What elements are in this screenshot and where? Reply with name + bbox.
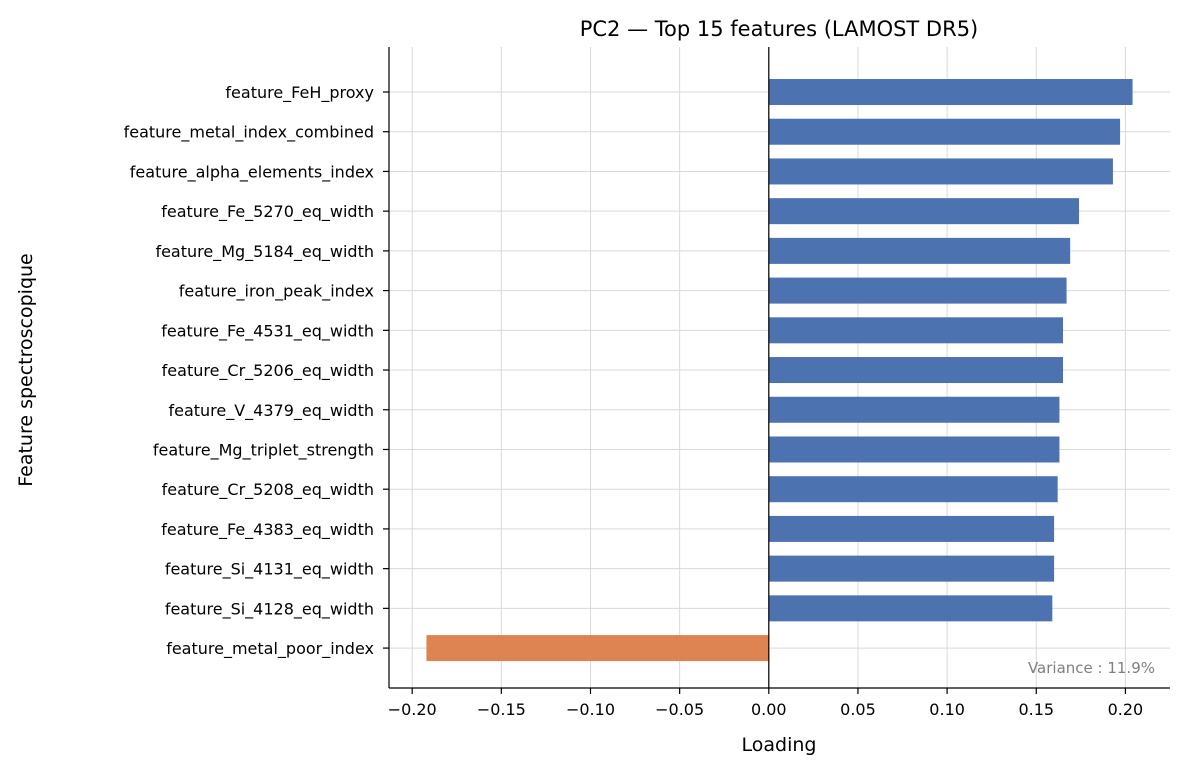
bar-feature-alpha-elements-index [768, 158, 1113, 185]
x-axis-label: Loading [742, 734, 817, 756]
y-axis-label: Feature spectroscopique [15, 253, 37, 487]
y-tick-label: feature_Mg_5184_eq_width [155, 242, 374, 262]
bar-feature-si-4131-eq-width [768, 555, 1055, 582]
y-tick-label: feature_Cr_5206_eq_width [162, 361, 374, 381]
bar-feature-metal-index-combined [768, 118, 1121, 145]
y-tick-label: feature_metal_index_combined [124, 123, 374, 143]
x-tick-label: 0.20 [1108, 700, 1144, 719]
y-tick-label: feature_Fe_4383_eq_width [161, 520, 374, 540]
bar-feature-cr-5208-eq-width [768, 476, 1058, 503]
y-tick-label: feature_Fe_4531_eq_width [161, 321, 374, 341]
y-tick-label: feature_FeH_proxy [225, 83, 374, 103]
bar-feature-iron-peak-index [768, 277, 1067, 304]
y-axis-ticks: feature_FeH_proxy feature_metal_index_com… [124, 83, 389, 659]
y-tick-label: feature_alpha_elements_index [130, 162, 374, 182]
bar-feature-fe-4383-eq-width [768, 515, 1055, 542]
x-tick-label: 0.00 [751, 700, 787, 719]
y-tick-label: feature_Fe_5270_eq_width [161, 202, 374, 222]
x-tick-label: −0.10 [566, 700, 615, 719]
y-tick-label: feature_iron_peak_index [179, 282, 374, 302]
bars [426, 79, 1133, 662]
y-tick-label: feature_Si_4131_eq_width [165, 560, 374, 580]
y-tick-label: feature_Cr_5208_eq_width [162, 480, 374, 500]
bar-feature-cr-5206-eq-width [768, 357, 1064, 384]
y-tick-label: feature_Si_4128_eq_width [165, 599, 374, 619]
x-tick-label: −0.15 [477, 700, 526, 719]
y-tick-label: feature_Mg_triplet_strength [153, 440, 374, 460]
bar-feature-mg-5184-eq-width [768, 237, 1071, 264]
bar-feature-si-4128-eq-width [768, 595, 1053, 622]
bar-feature-metal-poor-index [426, 635, 769, 662]
chart-title: PC2 — Top 15 features (LAMOST DR5) [580, 17, 979, 41]
x-tick-label: 0.05 [840, 700, 876, 719]
variance-annotation: Variance : 11.9% [1028, 659, 1155, 677]
bar-feature-feh-proxy [768, 79, 1133, 105]
bar-feature-v-4379-eq-width [768, 396, 1060, 423]
x-tick-label: −0.05 [655, 700, 704, 719]
x-tick-label: 0.15 [1018, 700, 1054, 719]
bar-feature-fe-4531-eq-width [768, 317, 1064, 344]
x-tick-label: −0.20 [388, 700, 437, 719]
y-tick-label: feature_metal_poor_index [166, 639, 374, 659]
bar-feature-fe-5270-eq-width [768, 198, 1080, 225]
bar-feature-mg-triplet-strength [768, 436, 1060, 463]
y-tick-label: feature_V_4379_eq_width [168, 401, 374, 421]
x-tick-label: 0.10 [929, 700, 965, 719]
x-axis-ticks: −0.20 −0.15 −0.10 −0.05 0.00 0.05 0.10 0.15 0.20 [388, 688, 1144, 719]
